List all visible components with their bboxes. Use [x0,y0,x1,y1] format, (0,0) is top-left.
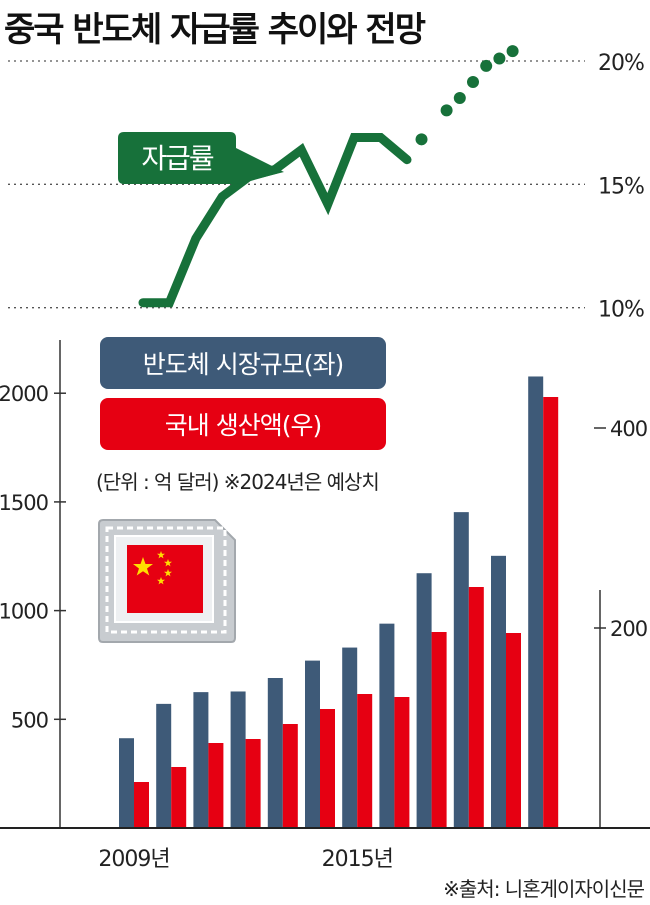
rate-forecast-point [506,45,519,58]
rate-tick-label: 10% [598,298,644,323]
left-axis-tick-label: 2000 [0,382,48,406]
legend-market-size-label: 반도체 시장규모(좌) [142,350,344,379]
production-bar [506,633,521,828]
production-bar [431,632,447,828]
market-size-bar [416,573,432,828]
rate-forecast-point [493,52,506,65]
legend-market-size: 반도체 시장규모(좌) [100,337,386,389]
source-note: ※출처: 니혼게이자이신문 [443,877,645,901]
left-axis-tick-label: 1000 [0,600,48,624]
production-bar [171,767,187,828]
production-bar [245,739,261,828]
legend-domestic-production: 국내 생산액(우) [100,398,386,450]
production-bar [282,724,298,828]
legend-domestic-production-label: 국내 생산액(우) [164,411,322,440]
production-bar [134,782,149,828]
x-axis-tick-label: 2009년 [98,847,169,872]
market-size-bar [193,692,209,828]
rate-tick-label: 15% [598,174,644,199]
rate-forecast-point [480,59,493,72]
market-size-bar [230,691,246,828]
production-bar [468,587,484,828]
market-size-bar [379,623,395,828]
market-size-bar [267,678,283,828]
market-size-bar [119,738,134,828]
unit-note: (단위 : 억 달러) ※2024년은 예상치 [96,470,380,494]
rate-forecast-point [467,75,479,88]
production-bar [208,743,224,828]
rate-tick-label: 20% [598,51,644,76]
left-axis-tick-label: 1500 [0,491,48,515]
market-size-bar [342,647,358,828]
china-chip-icon [98,519,236,643]
rate-callout [118,132,284,184]
market-size-bar [156,703,172,828]
left-axis-tick-label: 500 [11,708,48,732]
rate-callout-label: 자급률 [141,142,214,175]
market-size-bar [528,376,544,828]
chart-title: 중국 반도체 자급률 추이와 전망 [4,10,426,50]
production-bar [543,397,559,828]
x-axis-tick-label: 2015년 [322,847,393,872]
market-size-bar [305,660,320,828]
rate-forecast-point [415,133,428,146]
production-bar [394,697,410,828]
production-bar [357,694,373,828]
right-axis-tick-label: 400 [610,417,647,441]
production-bar [320,709,335,828]
rate-forecast-point [440,104,453,117]
right-axis-tick-label: 200 [610,617,647,641]
rate-forecast-point [453,92,466,104]
market-size-bar [453,512,469,828]
market-size-bar [491,555,506,828]
